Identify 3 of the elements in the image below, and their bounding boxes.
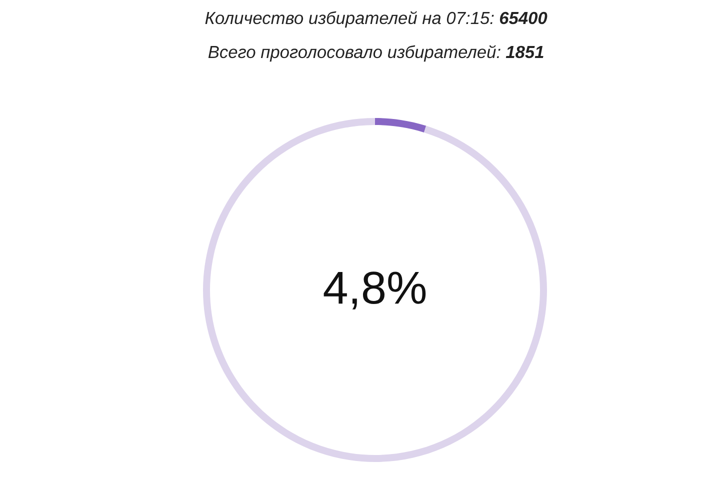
chart-subtitle: Всего проголосовало избирателей: 1851 <box>208 45 544 62</box>
text: 4,8% <box>324 272 426 310</box>
chart-title: Количество избирателей на 07:15: 65400 <box>205 11 548 28</box>
